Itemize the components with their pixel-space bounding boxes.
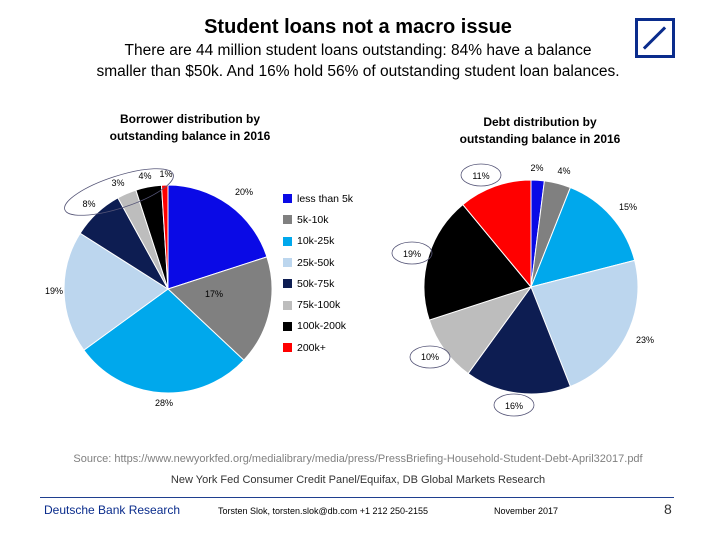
debt-data-label: 23% bbox=[636, 335, 654, 345]
borrower-data-label: 3% bbox=[111, 178, 124, 188]
borrower-slice bbox=[83, 288, 245, 394]
legend-label: 75k-100k bbox=[297, 299, 341, 312]
borrower-data-label: 17% bbox=[205, 289, 223, 299]
legend-label: 5k-10k bbox=[297, 213, 329, 226]
footer-date: November 2017 bbox=[494, 506, 559, 516]
legend-label: 200k+ bbox=[297, 341, 326, 354]
footer-divider bbox=[40, 497, 674, 498]
debt-slice bbox=[467, 285, 572, 395]
legend-swatch bbox=[283, 343, 292, 353]
borrower-chart-title: Borrower distribution by outstanding bal… bbox=[70, 111, 310, 145]
debt-slice bbox=[530, 259, 639, 388]
legend-item: 100k-200k bbox=[283, 316, 353, 337]
debt-chart-title-line-2: outstanding balance in 2016 bbox=[459, 132, 621, 146]
legend-item: less than 5k bbox=[283, 188, 353, 209]
legend-swatch bbox=[283, 279, 292, 289]
borrower-chart-title-line-2: outstanding balance in 2016 bbox=[109, 129, 271, 143]
borrower-data-label: 19% bbox=[45, 286, 63, 296]
borrower-pie: 20% 17% 28% 19% 8% 3% 4% 1% bbox=[45, 168, 273, 408]
debt-slice bbox=[530, 186, 636, 288]
legend-label: 50k-75k bbox=[297, 277, 335, 290]
debt-data-label: 4% bbox=[557, 166, 570, 176]
borrower-slice bbox=[63, 232, 169, 351]
debt-slice bbox=[462, 179, 532, 289]
debt-data-label: 10% bbox=[421, 352, 439, 362]
source-credit: New York Fed Consumer Credit Panel/Equif… bbox=[170, 474, 546, 486]
source-url: Source: https://www.newyorkfed.org/media… bbox=[73, 453, 643, 465]
legend-swatch bbox=[283, 321, 292, 331]
borrower-data-label: 8% bbox=[82, 199, 95, 209]
legend-item: 5k-10k bbox=[283, 209, 353, 230]
legend: less than 5k 5k-10k 10k-25k 25k-50k 50k-75k 7… bbox=[283, 188, 353, 358]
borrower-chart-title-line-1: Borrower distribution by bbox=[119, 112, 260, 126]
borrower-data-label: 4% bbox=[138, 171, 151, 181]
deutsche-bank-logo-icon bbox=[635, 18, 675, 58]
legend-item: 50k-75k bbox=[283, 273, 353, 294]
subtitle-line-2: smaller than $50k. And 16% hold 56% of o… bbox=[96, 63, 620, 80]
page-number: 8 bbox=[664, 501, 672, 517]
legend-label: 25k-50k bbox=[297, 256, 335, 269]
debt-data-label: 11% bbox=[472, 171, 489, 181]
borrower-data-label: 28% bbox=[155, 398, 173, 408]
debt-data-label: 2% bbox=[530, 163, 543, 173]
borrower-label-callout bbox=[64, 168, 174, 216]
subtitle-line-1: There are 44 million student loans outst… bbox=[124, 42, 592, 59]
borrower-slice bbox=[167, 256, 273, 361]
legend-swatch bbox=[283, 258, 292, 268]
legend-label: 100k-200k bbox=[297, 320, 347, 333]
footer-contact: Torsten Slok, torsten.slok@db.com +1 212… bbox=[218, 506, 429, 516]
legend-swatch bbox=[283, 300, 292, 310]
borrower-data-label: 1% bbox=[159, 169, 172, 179]
debt-data-label: 15% bbox=[619, 202, 637, 212]
legend-swatch bbox=[283, 236, 292, 246]
legend-item: 75k-100k bbox=[283, 294, 353, 315]
borrower-slice bbox=[167, 184, 268, 290]
legend-item: 200k+ bbox=[283, 337, 353, 358]
debt-label-callout bbox=[460, 163, 502, 187]
borrower-data-label: 20% bbox=[235, 187, 253, 197]
legend-label: 10k-25k bbox=[297, 235, 335, 248]
debt-label-callout bbox=[409, 345, 451, 369]
legend-swatch bbox=[283, 215, 292, 225]
page-title: Student loans not a macro issue bbox=[204, 16, 512, 38]
legend-item: 25k-50k bbox=[283, 252, 353, 273]
legend-label: less than 5k bbox=[297, 192, 354, 205]
legend-swatch bbox=[283, 194, 292, 204]
footer-brand: Deutsche Bank Research bbox=[44, 503, 181, 517]
debt-chart-title: Debt distribution by outstanding balance… bbox=[420, 114, 660, 148]
debt-pie: 2% 4% 15% 23% 16% 10% 19% 11% bbox=[391, 163, 654, 417]
debt-data-label: 19% bbox=[403, 249, 421, 259]
debt-label-callout bbox=[391, 241, 433, 265]
debt-label-callout bbox=[493, 393, 535, 417]
debt-chart-title-line-1: Debt distribution by bbox=[483, 115, 597, 129]
legend-item: 10k-25k bbox=[283, 231, 353, 252]
debt-slice bbox=[423, 203, 532, 321]
debt-data-label: 16% bbox=[505, 401, 523, 411]
